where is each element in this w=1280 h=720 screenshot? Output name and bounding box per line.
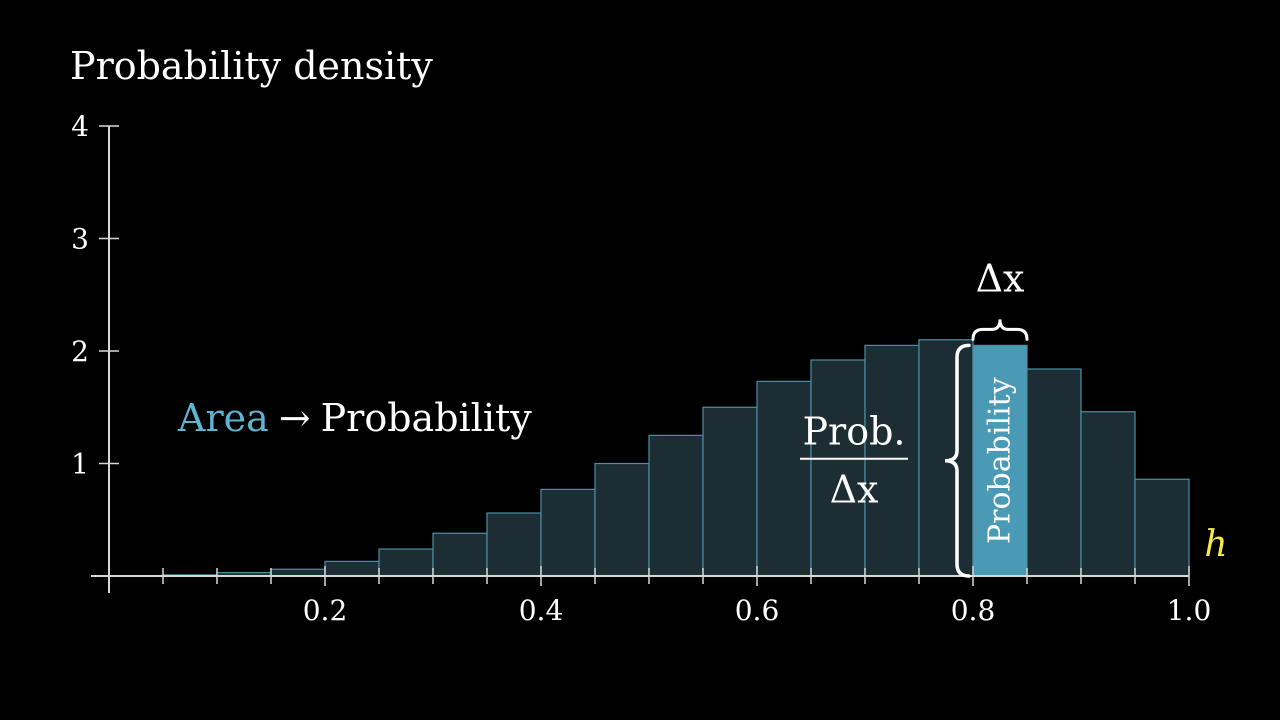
highlighted-bar: [972, 344, 1028, 577]
histogram-bar: [1026, 368, 1082, 577]
y-axis-label: Probability density: [70, 44, 433, 88]
histogram-bar: [378, 548, 434, 577]
area-target-word: Probability: [320, 396, 532, 440]
histogram-bar: [648, 434, 704, 577]
x-axis-label: h: [1204, 524, 1227, 565]
histogram-bar: [324, 560, 380, 577]
x-tick-label: 0.6: [735, 594, 780, 627]
histogram-bar: [1080, 411, 1136, 577]
delta-x-label: Δx: [976, 256, 1025, 300]
area-word: Area: [178, 396, 269, 440]
histogram-bar: [432, 532, 488, 577]
histogram-bar: [702, 406, 758, 577]
x-tick-label: 0.8: [951, 594, 996, 627]
fraction-numerator: Prob.: [802, 410, 905, 454]
histogram-bar: [540, 488, 596, 577]
histogram-bar: [486, 512, 542, 577]
area-probability-caption: Area → Probability: [178, 396, 532, 440]
density-brace: [944, 343, 971, 578]
x-tick-label: 0.2: [303, 594, 348, 627]
y-tick-label: 4: [71, 110, 89, 143]
y-tick-label: 3: [71, 223, 89, 256]
histogram-bar: [864, 344, 920, 577]
right-arrow-icon: →: [278, 396, 311, 440]
histogram-bar: [270, 568, 326, 577]
y-tick-label: 2: [71, 335, 89, 368]
x-tick-label: 0.4: [519, 594, 564, 627]
histogram-bar: [594, 462, 650, 577]
histogram-bar: [918, 339, 974, 577]
histogram-bar: [1134, 478, 1190, 577]
histogram-bar: [756, 380, 812, 577]
x-tick-label: 1.0: [1167, 594, 1212, 627]
delta-x-brace: [971, 319, 1029, 341]
highlight-bar-label: Probability: [983, 377, 1018, 544]
y-tick-label: 1: [71, 448, 89, 481]
fraction-denominator: Δx: [830, 468, 879, 512]
